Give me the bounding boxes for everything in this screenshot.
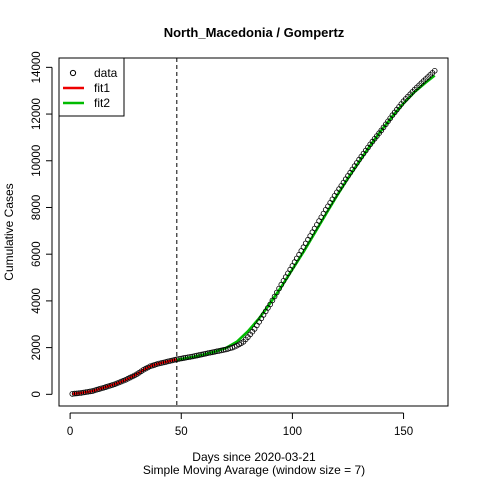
legend-fit2-label: fit2 bbox=[94, 96, 110, 110]
plot-frame bbox=[58, 57, 449, 407]
y-tick-label: 0 bbox=[31, 391, 43, 397]
x-tick-label: 100 bbox=[283, 426, 302, 438]
y-tick-label: 6000 bbox=[31, 241, 43, 267]
legend-fit1-label: fit1 bbox=[94, 81, 110, 95]
y-tick-label: 8000 bbox=[31, 195, 43, 221]
plot-marks bbox=[69, 58, 438, 406]
x-tick-label: 0 bbox=[67, 426, 73, 438]
y-tick-label: 4000 bbox=[31, 288, 43, 314]
x-axis-label: Days since 2020-03-21 bbox=[192, 450, 316, 464]
x-axis: 0 50 100 150 bbox=[67, 412, 413, 438]
y-tick-label: 14000 bbox=[31, 51, 43, 83]
chart-title: North_Macedonia / Gompertz bbox=[164, 25, 345, 40]
y-tick-label: 10000 bbox=[31, 145, 43, 177]
data-point bbox=[431, 68, 438, 74]
y-axis: 0 2000 4000 6000 8000 10000 12000 14000 bbox=[31, 51, 53, 398]
y-axis-label: Cumulative Cases bbox=[2, 183, 16, 280]
y-tick-label: 2000 bbox=[31, 335, 43, 361]
data-point bbox=[273, 289, 280, 296]
x-tick-label: 150 bbox=[394, 426, 413, 438]
legend-data-label: data bbox=[94, 66, 118, 80]
y-tick-label: 12000 bbox=[31, 98, 43, 130]
x-axis-sublabel: Simple Moving Avarage (window size = 7) bbox=[143, 463, 365, 477]
legend-data-marker bbox=[69, 69, 77, 77]
x-tick-label: 50 bbox=[175, 426, 188, 438]
